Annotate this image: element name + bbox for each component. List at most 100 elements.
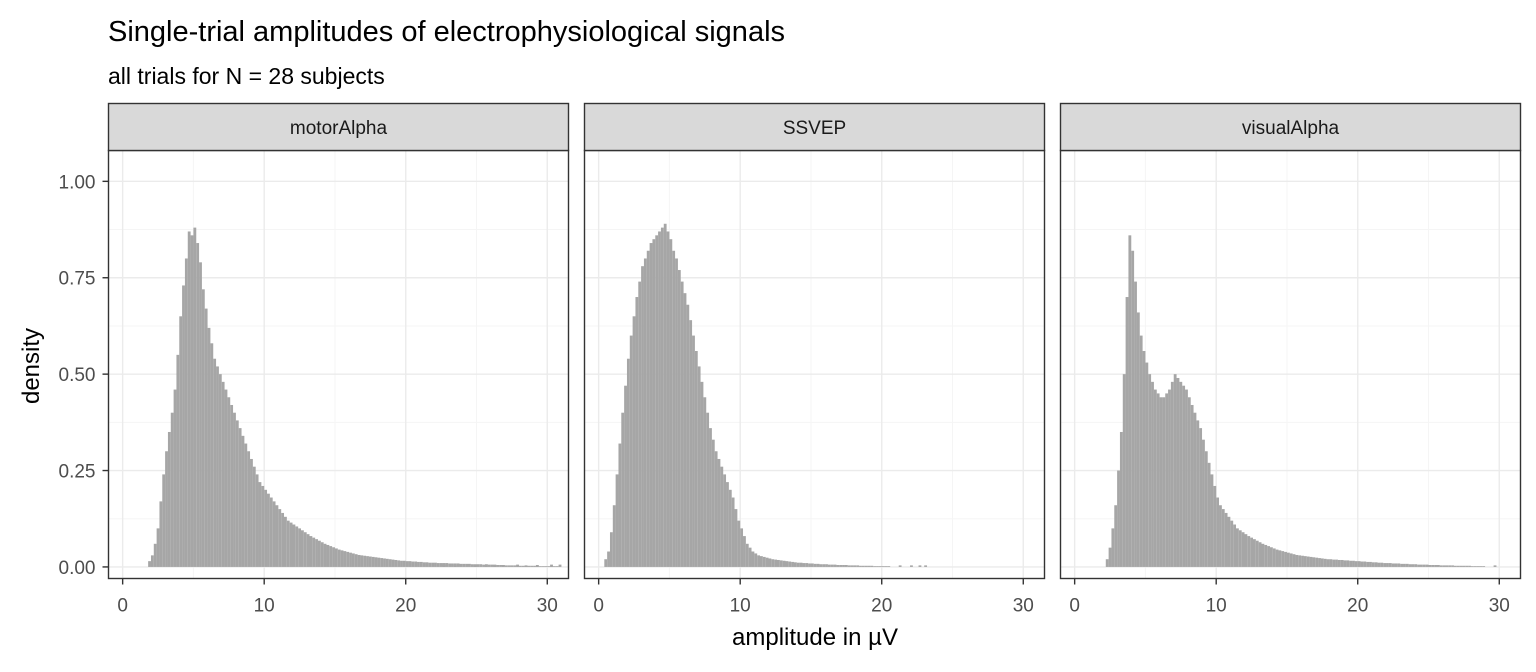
- histogram-bar: [1250, 537, 1253, 567]
- histogram-bar: [1369, 561, 1372, 567]
- histogram-bar: [1247, 536, 1251, 567]
- y-tick-label: 0.00: [59, 558, 96, 579]
- histogram-bar: [1272, 548, 1276, 567]
- histogram-bar: [286, 520, 290, 567]
- histogram-bar: [1380, 562, 1384, 567]
- histogram-bar: [1417, 564, 1421, 567]
- histogram-bar: [1244, 534, 1248, 567]
- histogram-bar: [830, 564, 834, 567]
- histogram-bar: [1170, 381, 1174, 567]
- histogram-bar: [771, 559, 775, 567]
- histogram-bar: [1182, 385, 1186, 567]
- histogram-bar: [193, 227, 197, 567]
- histogram-bar: [303, 532, 307, 567]
- histogram-bar: [1453, 565, 1457, 567]
- histogram-bar: [813, 563, 817, 567]
- histogram-bar: [1388, 563, 1392, 567]
- chart-title: Single-trial amplitudes of electrophysio…: [108, 16, 785, 48]
- histogram-bar: [615, 474, 619, 567]
- histogram-bar: [1428, 565, 1432, 567]
- histogram-bar: [1151, 381, 1154, 567]
- histogram-bar: [162, 474, 166, 567]
- histogram-bar: [692, 335, 695, 567]
- histogram-bar: [1315, 557, 1319, 567]
- facet-strip-label: motorAlpha: [290, 118, 388, 139]
- histogram-bar: [1252, 539, 1256, 567]
- histogram-bar: [459, 563, 463, 567]
- histogram-bar: [1312, 557, 1316, 567]
- histogram-bar: [873, 566, 877, 567]
- histogram-bar: [292, 524, 296, 567]
- histogram-bar: [1224, 512, 1228, 567]
- histogram-bar: [499, 565, 502, 567]
- histogram-bar: [354, 554, 358, 567]
- histogram-bar: [1238, 530, 1242, 567]
- histogram-bar: [859, 565, 862, 567]
- histogram-bar: [765, 557, 769, 567]
- histogram-bar: [1439, 565, 1443, 567]
- histogram-bar: [1233, 524, 1237, 567]
- histogram-bar: [462, 563, 466, 567]
- histogram-bar: [655, 235, 659, 567]
- histogram-bar: [538, 566, 542, 567]
- histogram-bar: [170, 412, 174, 567]
- histogram-bar: [1236, 528, 1239, 567]
- histogram-bar: [510, 565, 514, 567]
- histogram-bar: [1298, 555, 1302, 567]
- x-tick-label: 20: [1347, 596, 1368, 617]
- histogram-bar: [836, 565, 840, 567]
- histogram-bar: [394, 559, 398, 567]
- histogram-bar: [315, 539, 318, 567]
- histogram-bar: [734, 509, 738, 567]
- histogram-bar: [451, 563, 454, 567]
- histogram-bar: [1111, 528, 1115, 567]
- histogram-bar: [550, 564, 553, 567]
- histogram-bar: [558, 564, 562, 567]
- histogram-bar: [1468, 565, 1471, 567]
- histogram-bar: [1442, 565, 1446, 567]
- histogram-bar: [1323, 558, 1327, 567]
- histogram-bar: [1436, 565, 1440, 567]
- histogram-bar: [221, 381, 225, 567]
- histogram-bar: [261, 485, 265, 567]
- histogram-bar: [1213, 485, 1217, 567]
- histogram-bar: [762, 556, 766, 567]
- histogram-bar: [1434, 565, 1437, 567]
- histogram-bar: [417, 561, 420, 567]
- histogram-bar: [1493, 565, 1497, 567]
- histogram-bar: [1117, 470, 1120, 567]
- histogram-bar: [298, 528, 301, 567]
- histogram-bar: [343, 551, 347, 567]
- histogram-bar: [405, 561, 409, 567]
- histogram-bar: [728, 489, 732, 567]
- histogram-bar: [496, 565, 500, 567]
- histogram-bar: [1145, 362, 1149, 567]
- histogram-bar: [182, 285, 185, 567]
- histogram-bar: [411, 561, 415, 567]
- histogram-bar: [1383, 563, 1387, 567]
- histogram-bar: [150, 555, 154, 567]
- histogram-bar: [1318, 558, 1321, 567]
- histogram-bar: [1241, 532, 1245, 567]
- histogram-bar: [1258, 542, 1262, 567]
- histogram-bar: [1309, 556, 1313, 567]
- histogram-bar: [179, 316, 183, 567]
- histogram-bar: [1456, 565, 1460, 567]
- histogram-bar: [870, 565, 874, 567]
- histogram-bar: [918, 565, 922, 567]
- histogram-bar: [632, 316, 636, 567]
- histogram-bar: [176, 354, 180, 567]
- histogram-bar: [1221, 509, 1225, 567]
- histogram-bar: [1284, 551, 1287, 567]
- histogram-bar: [173, 389, 177, 567]
- x-tick-label: 10: [730, 596, 751, 617]
- histogram-bar: [805, 563, 809, 567]
- histogram-bar: [782, 560, 786, 567]
- histogram-bar: [700, 381, 704, 567]
- histogram-bar: [1125, 297, 1129, 567]
- histogram-bar: [201, 289, 205, 567]
- histogram-bar: [612, 505, 616, 567]
- histogram-bar: [541, 566, 545, 567]
- histogram-bar: [751, 551, 755, 567]
- histogram-bar: [643, 258, 647, 567]
